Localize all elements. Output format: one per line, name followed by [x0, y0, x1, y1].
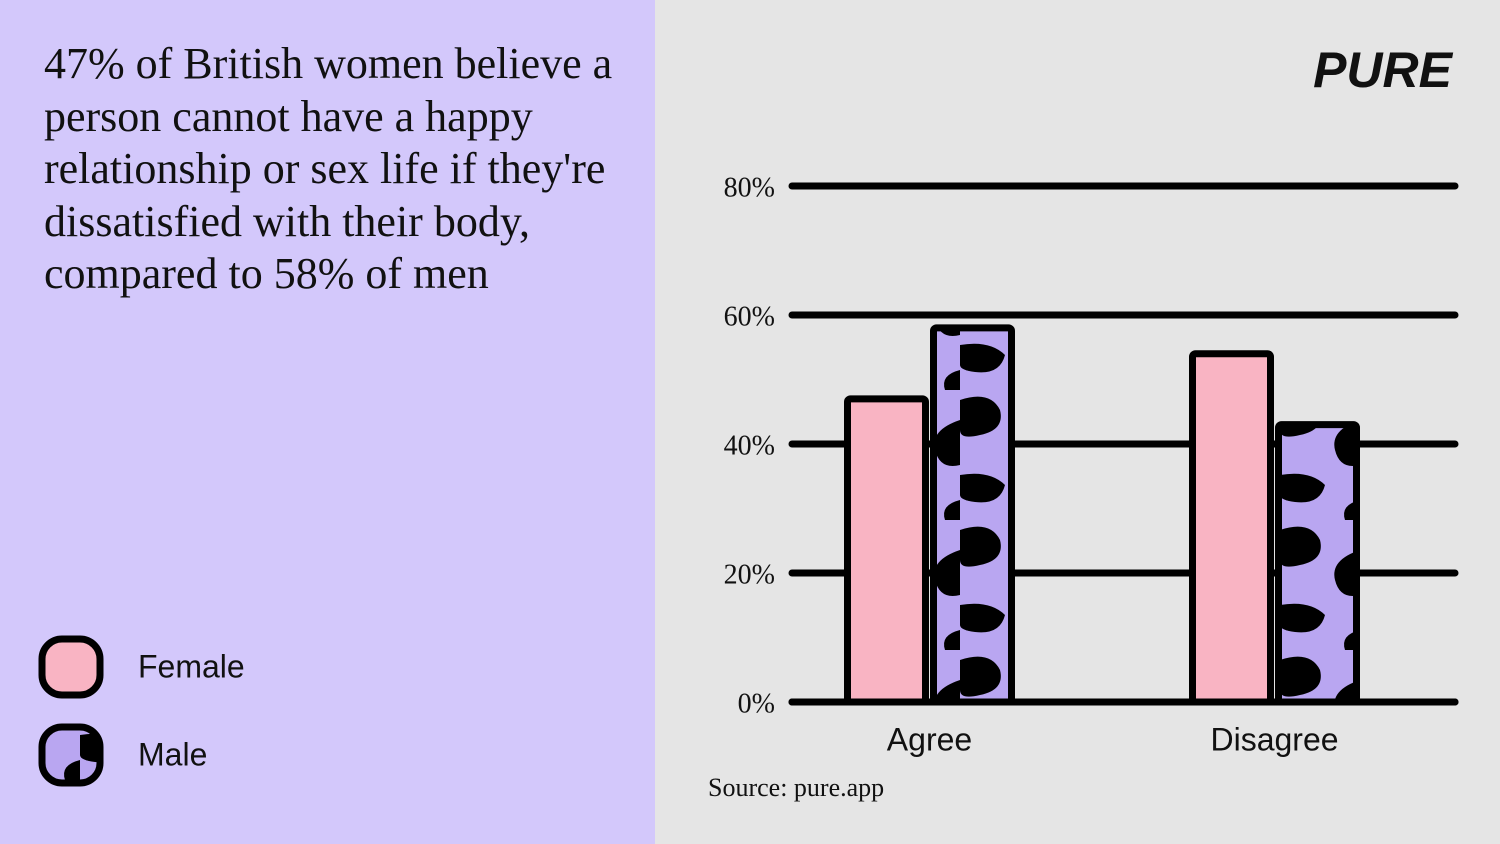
y-tick-label: 80%	[724, 172, 775, 203]
bar	[1275, 421, 1360, 706]
bar	[1189, 350, 1274, 706]
right-panel	[655, 0, 1500, 844]
y-tick-label: 20%	[724, 559, 775, 590]
brand: PURE	[1313, 42, 1454, 98]
bar	[930, 324, 1015, 706]
x-tick-label: Disagree	[1210, 721, 1338, 757]
legend-swatch	[38, 723, 104, 787]
legend-label: Male	[138, 736, 207, 772]
x-tick-label: Agree	[887, 721, 972, 757]
bar	[844, 395, 929, 706]
source: Source: pure.app	[708, 773, 884, 802]
legend-swatch	[38, 635, 104, 699]
y-tick-label: 60%	[724, 301, 775, 332]
y-tick-label: 40%	[724, 430, 775, 461]
left-panel	[0, 0, 655, 844]
y-tick-label: 0%	[738, 688, 775, 719]
legend-label: Female	[138, 648, 245, 684]
title: 47% of British women believe a person ca…	[44, 39, 613, 298]
